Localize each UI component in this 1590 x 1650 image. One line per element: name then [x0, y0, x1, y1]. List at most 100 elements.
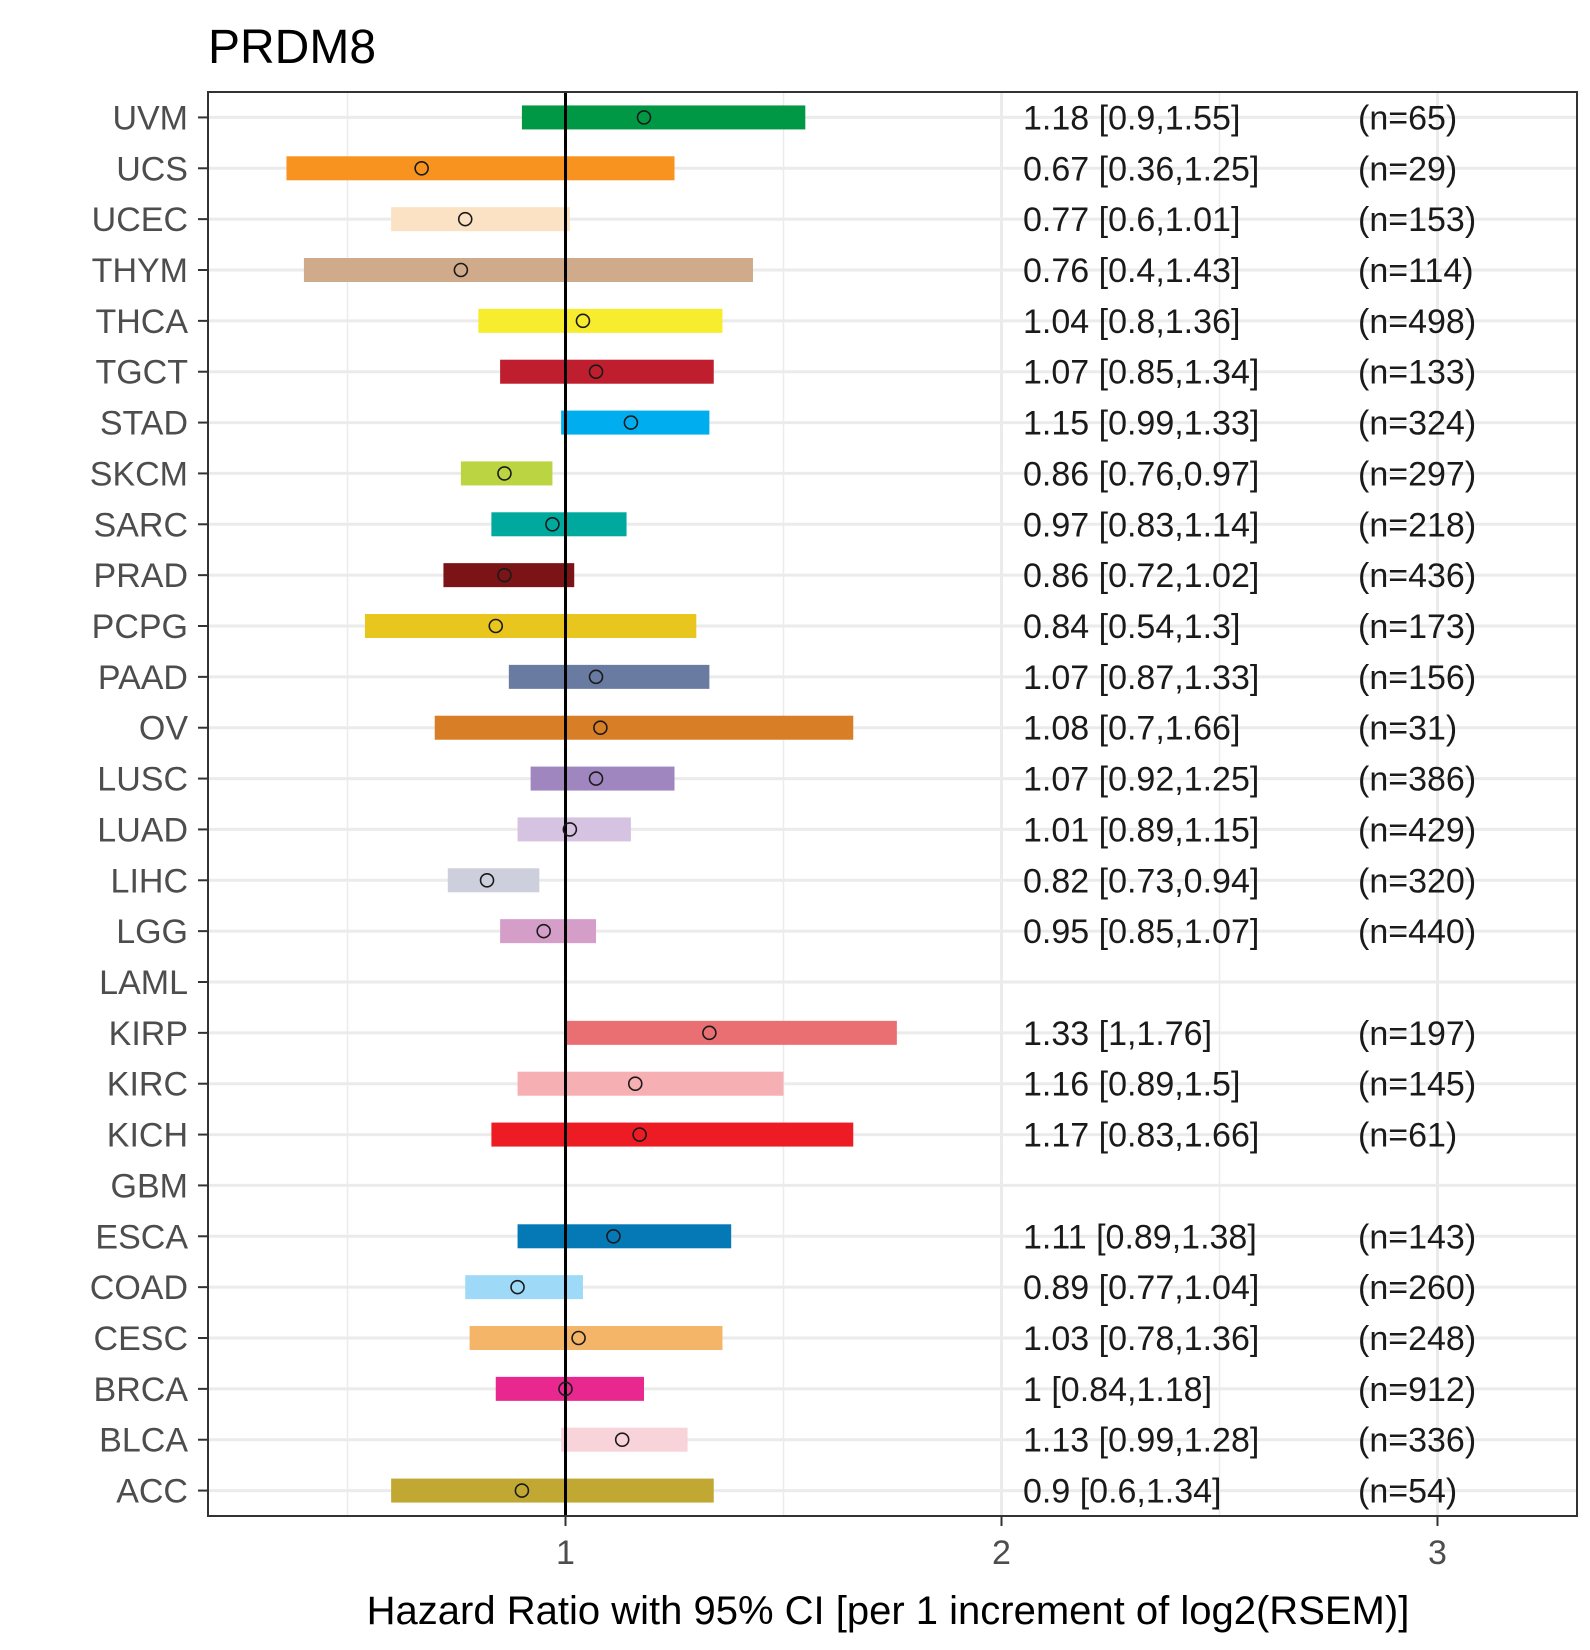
sample-size-text: (n=336)	[1358, 1422, 1476, 1460]
sample-size-text: (n=297)	[1358, 455, 1476, 493]
hr-point	[510, 1279, 525, 1295]
x-axis-title: Hazard Ratio with 95% CI [per 1 incremen…	[367, 1589, 1410, 1633]
hr-ci-text: 1.08 [0.7,1.66]	[1023, 710, 1240, 748]
hr-ci-text: 1.17 [0.83,1.66]	[1023, 1117, 1259, 1155]
y-tick-label: KIRP	[109, 1015, 188, 1053]
ci-bar	[443, 563, 575, 588]
x-tick-label: 1	[556, 1534, 575, 1572]
ci-bar	[521, 105, 806, 130]
sample-size-text: (n=197)	[1358, 1015, 1476, 1053]
y-tick-label: UCEC	[92, 201, 188, 239]
y-tick-label: ESCA	[95, 1218, 188, 1256]
sample-size-text: (n=145)	[1358, 1066, 1476, 1104]
hr-point	[562, 822, 578, 837]
y-tick-label: ACC	[116, 1473, 188, 1511]
hr-point	[414, 160, 429, 176]
y-tick-label: STAD	[100, 405, 188, 443]
hr-annotations: 1.18 [0.9,1.55] (n=65) 0.67 [0.36,1.25] (n=…	[1023, 99, 1476, 1510]
y-tick-label: UCS	[116, 150, 188, 188]
sample-size-text: (n=61)	[1358, 1117, 1457, 1155]
ci-bar	[391, 1478, 714, 1503]
hr-ci-text: 0.77 [0.6,1.01]	[1023, 201, 1240, 239]
hr-point	[627, 1076, 643, 1092]
hr-ci-text: 1.13 [0.99,1.28]	[1023, 1422, 1259, 1460]
hr-point	[588, 771, 604, 786]
sample-size-text: (n=31)	[1358, 710, 1457, 748]
sample-size-text: (n=65)	[1358, 99, 1457, 137]
ci-bar	[517, 1224, 732, 1249]
sample-size-text: (n=133)	[1358, 354, 1476, 392]
hr-ci-text: 0.9 [0.6,1.34]	[1023, 1473, 1222, 1511]
y-tick-label: LUAD	[97, 811, 188, 849]
hr-ci-text: 1 [0.84,1.18]	[1023, 1371, 1212, 1409]
y-tick-label: GBM	[111, 1167, 188, 1205]
hr-ci-text: 1.18 [0.9,1.55]	[1023, 99, 1240, 137]
x-tick-label: 2	[992, 1534, 1011, 1572]
hr-ci-text: 0.97 [0.83,1.14]	[1023, 506, 1259, 544]
hr-ci-text: 1.01 [0.89,1.15]	[1023, 811, 1259, 849]
sample-size-text: (n=386)	[1358, 761, 1476, 799]
y-tick-label: BRCA	[94, 1371, 189, 1409]
hr-point	[588, 364, 604, 380]
ci-bar	[491, 1122, 854, 1147]
hr-point	[488, 618, 504, 634]
y-tick-label: TGCT	[95, 354, 188, 392]
hr-ci-text: 1.07 [0.85,1.34]	[1023, 354, 1259, 392]
hr-ci-text: 0.95 [0.85,1.07]	[1023, 913, 1259, 951]
ci-bar	[565, 1020, 897, 1045]
ci-bar	[508, 664, 710, 689]
y-tick-label: PAAD	[98, 659, 188, 697]
hr-point	[636, 110, 652, 125]
hr-ci-text: 0.76 [0.4,1.43]	[1023, 252, 1240, 290]
hr-point	[497, 567, 512, 583]
sample-size-text: (n=320)	[1358, 862, 1476, 900]
y-tick-label: LUSC	[97, 761, 188, 799]
sample-size-text: (n=153)	[1358, 201, 1476, 239]
hr-ci-text: 1.33 [1,1.76]	[1023, 1015, 1212, 1053]
hr-point	[571, 1330, 586, 1346]
sample-size-text: (n=248)	[1358, 1320, 1476, 1358]
ci-bar	[500, 359, 714, 384]
hr-ci-text: 0.89 [0.77,1.04]	[1023, 1269, 1259, 1307]
sample-size-text: (n=324)	[1358, 405, 1476, 443]
sample-size-text: (n=440)	[1358, 913, 1476, 951]
panel-border	[207, 91, 1578, 1517]
sample-size-text: (n=912)	[1358, 1371, 1476, 1409]
ci-bar	[460, 461, 553, 486]
hr-point	[497, 466, 512, 481]
hr-ci-text: 0.84 [0.54,1.3]	[1023, 608, 1240, 646]
ci-bar	[286, 156, 675, 181]
y-tick-label: KICH	[107, 1117, 188, 1155]
ci-bar	[303, 258, 753, 282]
y-tick-label: SKCM	[90, 455, 188, 493]
ci-bar	[478, 308, 723, 333]
ci-bar	[434, 715, 854, 740]
y-tick-label: BLCA	[99, 1422, 188, 1460]
hr-point	[593, 720, 608, 736]
sample-size-text: (n=429)	[1358, 811, 1476, 849]
hr-point	[632, 1127, 647, 1142]
y-tick-label: LIHC	[111, 862, 188, 900]
hr-ci-text: 1.15 [0.99,1.33]	[1023, 405, 1259, 443]
y-tick-label: UVM	[112, 99, 188, 137]
y-axis: UVM UCS UCEC THYM THCA TGCT STAD SKCM SARC PRAD PC…	[90, 99, 208, 1511]
ci-bar	[561, 1427, 688, 1452]
hr-point	[575, 313, 591, 329]
y-tick-label: THCA	[95, 303, 188, 341]
hr-ci-text: 1.16 [0.89,1.5]	[1023, 1066, 1240, 1104]
ci-bar	[391, 207, 570, 232]
y-tick-label: LAML	[99, 964, 188, 1002]
sample-size-text: (n=156)	[1358, 659, 1476, 697]
sample-size-text: (n=29)	[1358, 150, 1457, 188]
ci-bar	[495, 1376, 644, 1401]
sample-size-text: (n=143)	[1358, 1218, 1476, 1256]
x-tick-label: 3	[1428, 1534, 1447, 1572]
hr-point	[702, 1025, 717, 1041]
hr-ci-text: 0.86 [0.76,0.97]	[1023, 455, 1259, 493]
ci-bar	[364, 614, 697, 638]
hr-point	[558, 1381, 573, 1397]
hr-point	[457, 211, 473, 227]
y-tick-label: CESC	[94, 1320, 188, 1358]
